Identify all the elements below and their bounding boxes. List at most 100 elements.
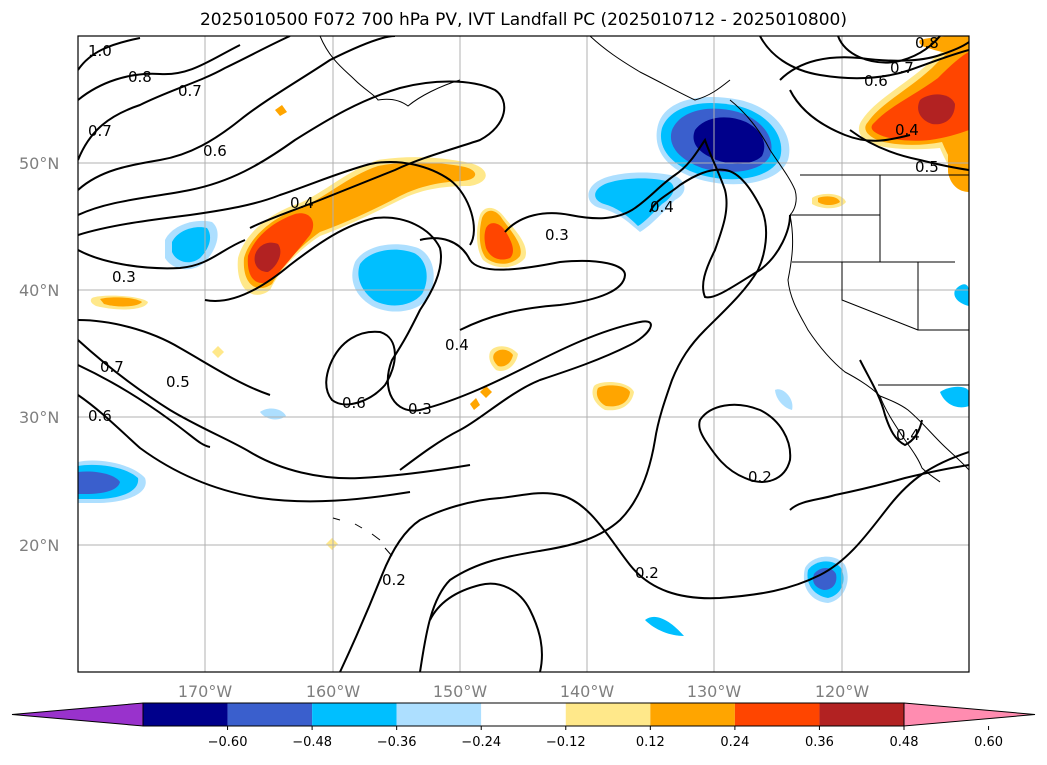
negative-anomaly-south-strong — [813, 568, 837, 590]
contour-0.4-baja — [859, 359, 923, 447]
colorbar-tick-label: 0.36 — [805, 735, 834, 750]
positive-anomaly-tiny-5 — [275, 105, 287, 116]
positive-anomaly-small-3-mid — [100, 297, 142, 307]
colorbar-bin — [565, 703, 651, 726]
contour-label: 0.6 — [88, 407, 112, 425]
lon-label-170w: 170°W — [178, 682, 233, 701]
contour-0.2-eastedge — [789, 464, 969, 511]
lat-label-40: 40°N — [19, 281, 59, 300]
contour-0.2-south — [339, 451, 969, 672]
alaska-panhandle — [589, 36, 731, 101]
colorbar-bin — [227, 703, 313, 726]
colorbar-bin — [312, 703, 397, 726]
negative-anomaly-small-nw-mid — [172, 227, 211, 263]
colorbar-tick-label: 0.48 — [890, 735, 919, 750]
contour-0.3-west — [78, 239, 246, 270]
contour-0.4-center — [419, 237, 627, 331]
contour-0.2-oval — [698, 403, 792, 483]
colorbar: −0.60 −0.48 −0.36 −0.24 −0.12 0.12 0.24 0.36 0.4… — [11, 702, 1036, 750]
state-border-az — [917, 262, 969, 331]
pv-contours — [78, 36, 969, 672]
colorbar-extend-min — [11, 702, 144, 727]
positive-anomaly-tiny-2 — [326, 538, 338, 550]
contour-0.6-nw — [78, 36, 396, 191]
contour-0.3-ne — [504, 137, 791, 299]
colorbar-tick-label: −0.60 — [208, 735, 248, 750]
contour-0.3-center — [204, 216, 652, 471]
positive-anomaly-small-5 — [948, 147, 969, 192]
positive-anomaly-tiny-1 — [212, 346, 224, 358]
negative-anomaly-tiny-1 — [645, 616, 684, 636]
colorbar-outline — [142, 702, 905, 727]
negative-anomaly-west-edge-strong — [78, 471, 120, 494]
contour-label: 0.7 — [890, 59, 914, 77]
positive-anomaly-arc-max — [254, 242, 281, 272]
colorbar-bin — [396, 703, 482, 726]
contour-label: 0.4 — [650, 198, 674, 216]
contour-0.4-ne — [789, 89, 911, 142]
contour-label: 0.7 — [178, 82, 202, 100]
shaded-anomalies — [78, 36, 969, 636]
bc-coast — [729, 99, 797, 216]
contour-label: 0.8 — [128, 68, 152, 86]
hawaii-islands — [332, 517, 393, 557]
colorbar-tick-label: 0.12 — [636, 735, 665, 750]
contour-0.8-nw — [78, 44, 241, 101]
lon-label-150w: 150°W — [433, 682, 488, 701]
lon-label-120w: 120°W — [815, 682, 870, 701]
colorbar-tick-label: 0.24 — [720, 735, 749, 750]
contour-label-group: 1.0 0.8 0.7 0.7 0.6 0.4 0.3 0.3 0.7 0.5 … — [88, 34, 939, 589]
colorbar-tick-label: 0.60 — [974, 735, 1003, 750]
negative-anomaly-central-mid — [595, 178, 674, 226]
colorbar-bin — [650, 703, 735, 726]
contour-label: 0.4 — [895, 121, 919, 139]
negative-anomaly-bc-coast-max — [693, 117, 765, 164]
longitude-labels: 170°W 160°W 150°W 140°W 130°W 120°W — [178, 682, 870, 701]
contour-1.0 — [78, 37, 141, 71]
contour-label: 0.4 — [445, 336, 469, 354]
contour-0.7-nw — [78, 36, 291, 161]
contour-0.6-oval — [325, 330, 396, 406]
positive-anomaly-tiny-4 — [480, 386, 492, 398]
contour-label: 0.5 — [166, 373, 190, 391]
contour-0.4-east — [419, 168, 768, 672]
gridlines — [78, 36, 969, 672]
contour-0.6-sw — [78, 339, 471, 480]
positive-anomaly-tiny-3 — [470, 398, 480, 410]
contour-0.7-sw — [78, 319, 271, 396]
contour-0.4-loop — [78, 394, 411, 503]
contour-label: 0.4 — [290, 194, 314, 212]
positive-anomaly-small-4-mid — [818, 196, 840, 205]
colorbar-bin — [481, 703, 566, 726]
contour-label: 0.2 — [748, 468, 772, 486]
contour-label: 0.6 — [203, 142, 227, 160]
contour-0.4-mid — [78, 161, 475, 246]
map-layers — [78, 36, 969, 672]
negative-anomaly-tiny-2 — [940, 386, 969, 408]
contour-label: 0.7 — [100, 358, 124, 376]
state-border-nevada — [841, 262, 919, 331]
positive-anomaly-small-1-mid — [493, 349, 513, 367]
contour-label: 1.0 — [88, 42, 112, 60]
contour-label: 0.6 — [864, 72, 888, 90]
contour-label: 0.4 — [896, 426, 920, 444]
lat-label-30: 30°N — [19, 408, 59, 427]
colorbar-bin — [734, 703, 820, 726]
contour-label: 0.2 — [382, 571, 406, 589]
positive-anomaly-ne-max — [918, 94, 955, 125]
contour-label: 0.2 — [635, 564, 659, 582]
colorbar-tick-label: −0.36 — [377, 735, 417, 750]
colorbar-extend-max — [903, 702, 1036, 727]
alaska-coast — [319, 36, 461, 107]
latitude-labels: 50°N 40°N 30°N 20°N — [19, 154, 59, 555]
colorbar-bin — [143, 703, 228, 726]
contour-label: 0.8 — [915, 34, 939, 52]
colorbar-tick-label: −0.12 — [546, 735, 586, 750]
contour-0.2-southeast — [429, 582, 543, 672]
lon-label-130w: 130°W — [687, 682, 742, 701]
positive-anomaly-small-2-mid — [596, 385, 630, 407]
contour-label: 0.7 — [88, 122, 112, 140]
contour-0.5-sw — [78, 364, 211, 448]
map-title: 2025010500 F072 700 hPa PV, IVT Landfall… — [199, 10, 847, 30]
